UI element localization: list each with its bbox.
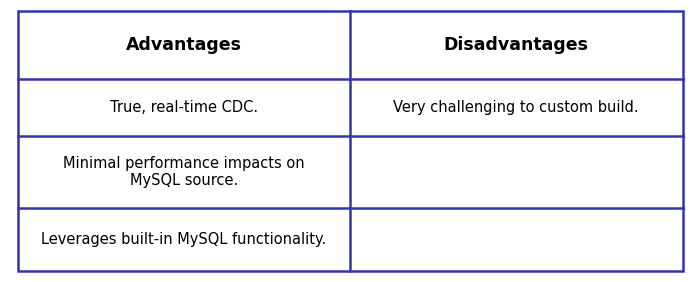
Bar: [18, 136, 682, 208]
Bar: [18, 11, 682, 79]
Text: Disadvantages: Disadvantages: [444, 36, 589, 54]
Text: Very challenging to custom build.: Very challenging to custom build.: [393, 100, 639, 115]
Bar: [18, 208, 682, 271]
Text: Leverages built-in MySQL functionality.: Leverages built-in MySQL functionality.: [41, 232, 326, 247]
Bar: [18, 11, 682, 79]
Text: Minimal performance impacts on
MySQL source.: Minimal performance impacts on MySQL sou…: [63, 156, 304, 188]
Text: Advantages: Advantages: [126, 36, 242, 54]
Bar: [18, 79, 682, 136]
Text: True, real-time CDC.: True, real-time CDC.: [110, 100, 258, 115]
